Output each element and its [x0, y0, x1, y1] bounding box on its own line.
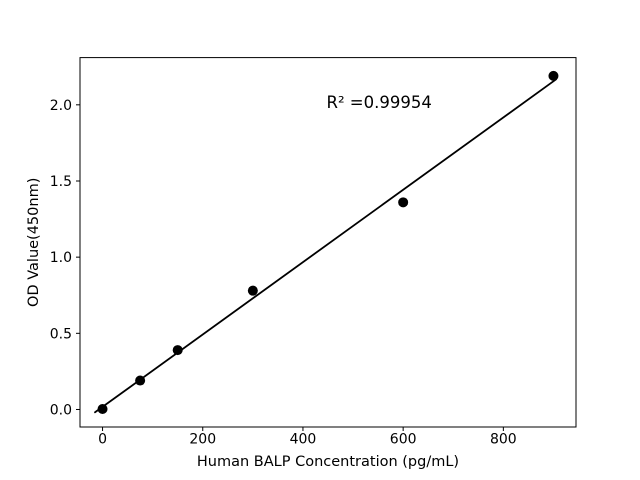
y-tick-label: 1.0 [50, 250, 72, 266]
y-tick-label: 2.0 [50, 98, 72, 114]
y-tick-label: 0.0 [50, 402, 72, 418]
r-squared-annotation: R² =0.99954 [326, 93, 431, 112]
data-point [172, 345, 183, 356]
x-tick-label: 600 [390, 432, 417, 448]
x-tick-label: 400 [290, 432, 317, 448]
data-point [398, 197, 409, 208]
y-tick-label: 1.5 [50, 174, 72, 190]
data-point [548, 70, 559, 81]
data-point [247, 285, 258, 296]
y-axis-label: OD Value(450nm) [26, 178, 42, 307]
data-point [135, 375, 146, 386]
x-tick-label: 200 [189, 432, 216, 448]
x-axis-label: Human BALP Concentration (pg/mL) [197, 454, 459, 470]
x-tick-label: 0 [98, 432, 107, 448]
data-point [97, 404, 108, 415]
x-tick-label: 800 [490, 432, 517, 448]
plot-border [79, 57, 577, 428]
y-tick-label: 0.5 [50, 326, 72, 342]
trend-line [94, 78, 557, 414]
